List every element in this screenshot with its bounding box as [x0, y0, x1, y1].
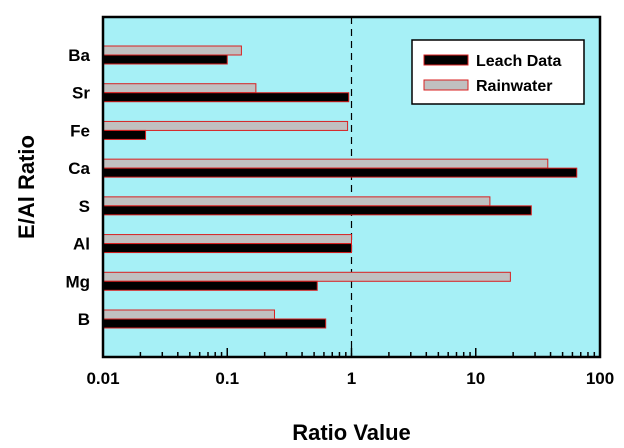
y-category-label: Ca [68, 159, 90, 178]
bar-rainwater-mg [102, 271, 511, 282]
bar-rainwater-ba [102, 45, 242, 56]
bars [102, 45, 578, 329]
bar-leach-mg [102, 280, 318, 291]
legend-box [411, 39, 585, 105]
x-tick-label: 10 [466, 369, 485, 388]
legend-label: Leach Data [476, 53, 561, 70]
bar-leach-fe [102, 129, 147, 140]
bar-leach-al [102, 243, 352, 254]
y-category-label: S [79, 197, 90, 216]
x-tick-labels: 0.01 0.1 1 10 100 [86, 369, 614, 388]
y-category-label: Sr [72, 84, 90, 103]
bar-rainwater-al [102, 234, 352, 245]
x-tick-label: 0.01 [86, 369, 119, 388]
bar-leach-ba [102, 54, 228, 65]
x-tick-label: 1 [347, 369, 356, 388]
bar-rainwater-ca [102, 158, 549, 169]
y-category-label: B [78, 310, 90, 329]
y-category-labels: Ba Sr Fe Ca S Al Mg B [65, 46, 90, 329]
bar-rainwater-fe [102, 120, 349, 131]
y-axis-title: E/Al Ratio [14, 135, 39, 239]
bar-rainwater-b [102, 309, 275, 320]
bar-leach-b [102, 318, 327, 329]
legend-swatch-leach [423, 54, 469, 66]
y-category-label: Ba [68, 46, 90, 65]
legend-label: Rainwater [476, 78, 552, 95]
bar-leach-sr [102, 92, 350, 103]
legend: Leach Data Rainwater [411, 39, 585, 105]
x-tick-label: 0.1 [215, 369, 239, 388]
y-category-label: Al [73, 235, 90, 254]
bar-rainwater-sr [102, 83, 257, 94]
y-category-label: Fe [70, 121, 90, 140]
bar-leach-ca [102, 167, 578, 178]
y-category-label: Mg [65, 272, 90, 291]
bar-leach-s [102, 205, 532, 216]
legend-swatch-rainwater [423, 79, 469, 91]
bar-rainwater-s [102, 196, 491, 207]
x-axis-title: Ratio Value [292, 420, 411, 445]
plot-frame [101, 15, 602, 359]
x-tick-label: 100 [586, 369, 614, 388]
